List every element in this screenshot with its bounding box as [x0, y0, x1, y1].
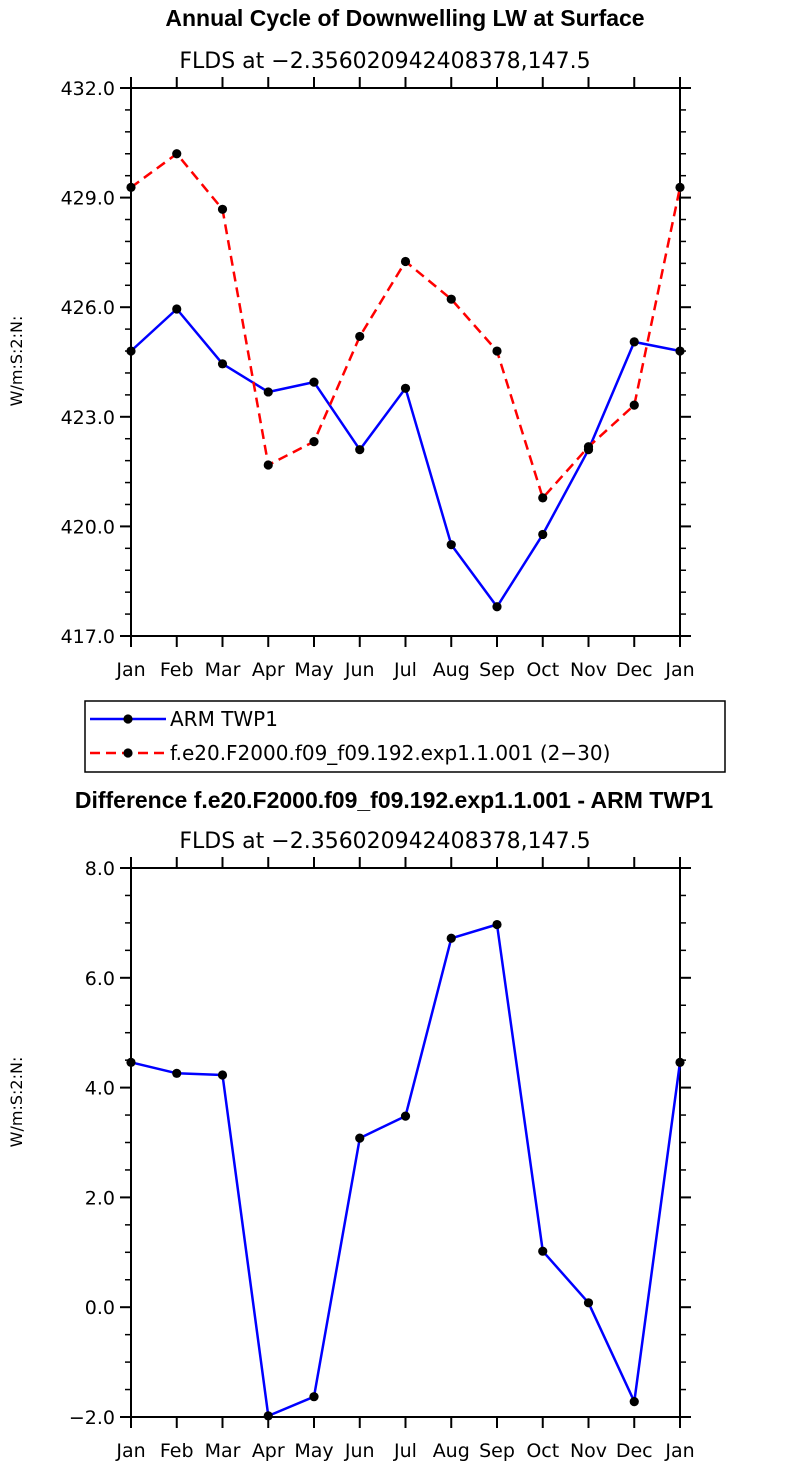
c1-series-1-point [217, 204, 228, 214]
c2-xtick-label: Dec [616, 1440, 653, 1462]
c1-series-0-point [126, 346, 136, 356]
c1-series-0-point [263, 387, 273, 397]
c2-ytick-label: 0.0 [85, 1297, 115, 1319]
c1-series-0-point [629, 337, 639, 347]
c1-frame [130, 87, 681, 637]
c2-ytick-label: −2.0 [69, 1407, 115, 1429]
c1-series-0-point [446, 540, 456, 550]
c2-series-0-point [217, 1070, 228, 1080]
c1-xtick-label: Jul [393, 659, 417, 681]
c2-series-0-point [629, 1397, 639, 1407]
c2-xtick-label: Jan [115, 1440, 145, 1462]
c1-xtick-label: Oct [526, 659, 559, 681]
c2-xtick-label: Jun [344, 1440, 375, 1462]
c1-series-1-point [400, 256, 411, 267]
chart1-subtitle: FLDS at −2.356020942408378,147.5 [179, 49, 590, 74]
c2-xtick-label: Nov [570, 1440, 607, 1462]
legend-marker-model [123, 748, 133, 758]
c2-frame [130, 867, 681, 1418]
annual-cycle-chart: Annual Cycle of Downwelling LW at Surfac… [7, 5, 726, 773]
c1-xtick-label: Jan [664, 659, 694, 681]
c1-series-1-point [538, 493, 548, 503]
c2-series-0-point [126, 1057, 136, 1067]
c1-ytick-label: 429.0 [61, 188, 115, 210]
c2-xtick-label: Aug [433, 1440, 470, 1462]
chart1-plot: 417.0 420.0 423.0 426.0 429.0 432.0 Jan Feb Mar A… [61, 77, 695, 681]
c2-xtick-label: Feb [160, 1440, 194, 1462]
chart2-plot: −2.0 0.0 2.0 4.0 6.0 8.0 Jan Feb Mar Apr May Jun Jul… [69, 857, 695, 1462]
c2-xtick-label: Mar [205, 1440, 241, 1462]
c2-series-line-0 [130, 923, 682, 1418]
c2-series-0-point [355, 1133, 365, 1143]
legend-label-arm: ARM TWP1 [170, 707, 278, 731]
chart1-ylabel: W/m:S:2:N: [7, 316, 26, 407]
c2-ytick-label: 6.0 [85, 968, 115, 990]
c1-series-0-point [492, 602, 502, 612]
c2-ytick-label: 8.0 [85, 858, 115, 880]
c2-xtick-label: Jan [664, 1440, 694, 1462]
c1-ytick-label: 420.0 [61, 516, 115, 538]
chart1-legend: ARM TWP1 f.e20.F2000.f09_f09.192.exp1.1.… [84, 700, 726, 773]
c2-series-0-point [446, 933, 456, 943]
legend-marker-arm [123, 714, 133, 724]
c1-series-0-point [355, 445, 365, 455]
c1-xtick-label: Jun [344, 659, 375, 681]
c1-series-line-0 [130, 307, 681, 609]
c2-xtick-label: Sep [479, 1440, 515, 1462]
c2-ytick-label: 4.0 [85, 1078, 115, 1100]
c1-xtick-label: Aug [433, 659, 470, 681]
c1-series-1-point [172, 149, 182, 159]
c1-series-1-point [629, 400, 639, 410]
c1-xtick-label: Feb [160, 659, 194, 681]
c1-series-0-point [309, 377, 319, 387]
c2-series-0-point [309, 1392, 319, 1402]
c1-series-1-point [309, 437, 319, 447]
c1-series-1-point [263, 460, 273, 470]
c2-series-0-point [583, 1298, 594, 1308]
chart2-subtitle: FLDS at −2.356020942408378,147.5 [179, 829, 590, 854]
c1-series-1-point [446, 294, 456, 304]
chart2-title: Difference f.e20.F2000.f09_f09.192.exp1.… [75, 787, 714, 813]
c1-series-1-point [583, 442, 594, 452]
c1-xtick-label: Jan [115, 659, 145, 681]
c2-series-0-point [675, 1057, 685, 1067]
c1-xtick-label: Mar [205, 659, 241, 681]
c1-series-0-point [217, 359, 228, 369]
difference-chart: Difference f.e20.F2000.f09_f09.192.exp1.… [7, 787, 713, 1462]
c1-ytick-label: 423.0 [61, 407, 115, 429]
c1-series-1-point [492, 346, 502, 356]
c1-series-line-1 [130, 152, 682, 500]
c2-xtick-label: Apr [252, 1440, 285, 1462]
c2-xtick-label: Oct [526, 1440, 559, 1462]
c1-series-1-point [126, 182, 136, 192]
c2-ytick-label: 2.0 [85, 1187, 115, 1209]
chart2-ylabel: W/m:S:2:N: [7, 1057, 26, 1148]
c2-series-0-point [400, 1111, 411, 1121]
c1-series-0-point [172, 304, 182, 314]
c1-series-0-point [400, 383, 411, 393]
c1-series-0-point [675, 346, 685, 356]
c1-xtick-label: Sep [479, 659, 515, 681]
c1-xtick-label: Apr [252, 659, 285, 681]
c1-series-1-point [675, 182, 685, 192]
c2-xtick-label: May [294, 1440, 333, 1462]
c2-xtick-label: Jul [393, 1440, 417, 1462]
legend-label-model: f.e20.F2000.f09_f09.192.exp1.1.001 (2−30… [170, 741, 610, 765]
c1-series-1-point [355, 331, 365, 342]
c1-ytick-label: 432.0 [61, 78, 115, 100]
c1-xtick-label: Nov [570, 659, 607, 681]
chart1-title: Annual Cycle of Downwelling LW at Surfac… [165, 5, 644, 31]
c1-xtick-label: Dec [616, 659, 653, 681]
c2-series-0-point [538, 1246, 548, 1256]
c1-xtick-label: May [294, 659, 333, 681]
c1-series-0-point [538, 529, 548, 540]
c1-ytick-label: 417.0 [61, 626, 115, 648]
c2-series-0-point [492, 919, 502, 930]
c2-series-0-point [172, 1068, 182, 1078]
c2-series-0-point [263, 1411, 273, 1421]
c1-ytick-label: 426.0 [61, 297, 115, 319]
legend-box [84, 700, 726, 773]
